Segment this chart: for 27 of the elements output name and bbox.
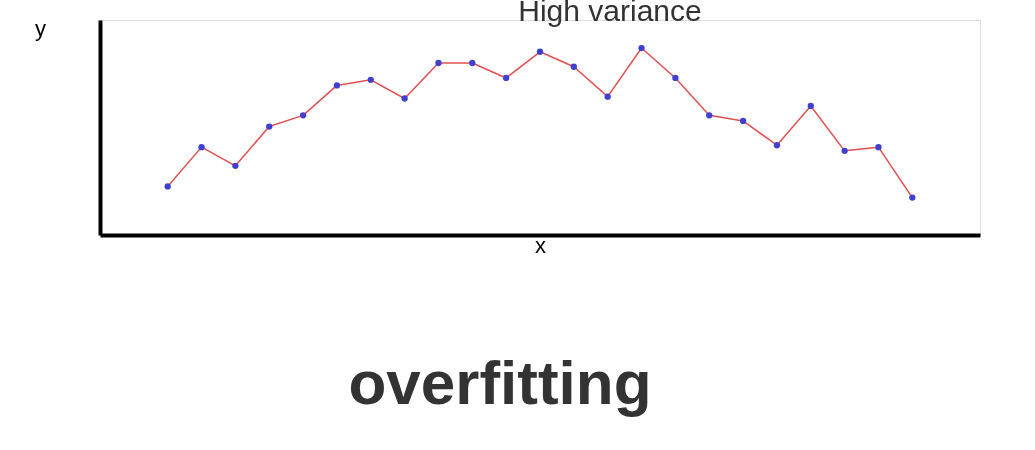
point bbox=[198, 143, 205, 151]
point bbox=[333, 82, 341, 89]
x-axis-title: x bbox=[535, 232, 546, 258]
point bbox=[232, 162, 239, 169]
point bbox=[909, 194, 916, 201]
point bbox=[401, 95, 408, 102]
point bbox=[435, 59, 442, 67]
point bbox=[739, 117, 747, 125]
point bbox=[604, 93, 611, 100]
point bbox=[638, 44, 645, 52]
point bbox=[706, 112, 713, 119]
point bbox=[773, 142, 781, 149]
point bbox=[502, 74, 510, 82]
point bbox=[469, 59, 476, 67]
text: overfitting bbox=[348, 348, 652, 417]
point bbox=[266, 123, 273, 130]
point bbox=[672, 74, 679, 82]
point bbox=[367, 76, 374, 83]
point bbox=[536, 48, 544, 55]
y-axis-title: y bbox=[35, 15, 46, 41]
point bbox=[164, 183, 171, 190]
point bbox=[841, 147, 848, 155]
point bbox=[875, 143, 882, 151]
chart-title: High variance bbox=[518, 0, 702, 27]
point bbox=[807, 102, 814, 110]
point bbox=[299, 112, 307, 119]
point bbox=[570, 63, 578, 70]
